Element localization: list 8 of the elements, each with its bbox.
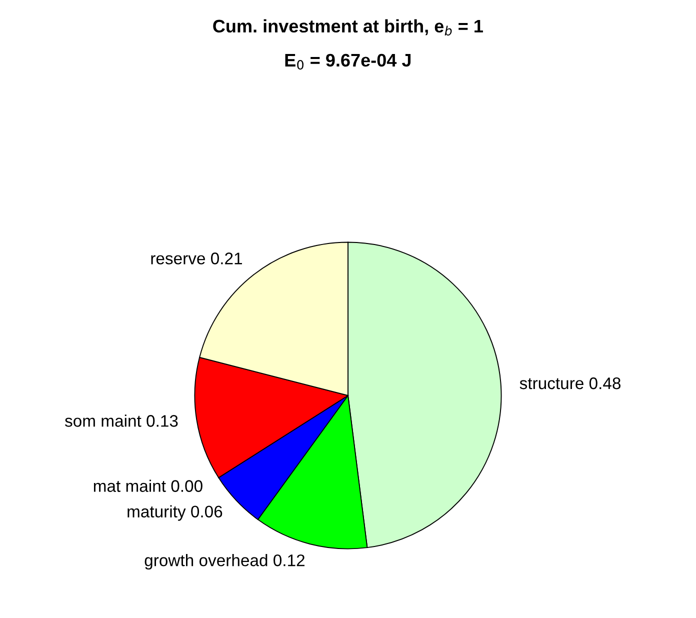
slice-label: maturity 0.06 [128, 505, 222, 521]
chart-title: Cum. investment at birth, e$_{b}$ = 1 [213, 19, 483, 36]
slice-label: reserve 0.21 [151, 252, 242, 264]
slice-label: som maint 0.13 [64, 414, 178, 427]
slice-label: structure 0.48 [520, 377, 620, 390]
chart-subtitle: E$_{0}$ = 9.67e-04 J [285, 54, 411, 70]
category-label: mat maint 0.00 [94, 480, 202, 492]
slice-label: growth overhead 0.12 [144, 554, 304, 570]
